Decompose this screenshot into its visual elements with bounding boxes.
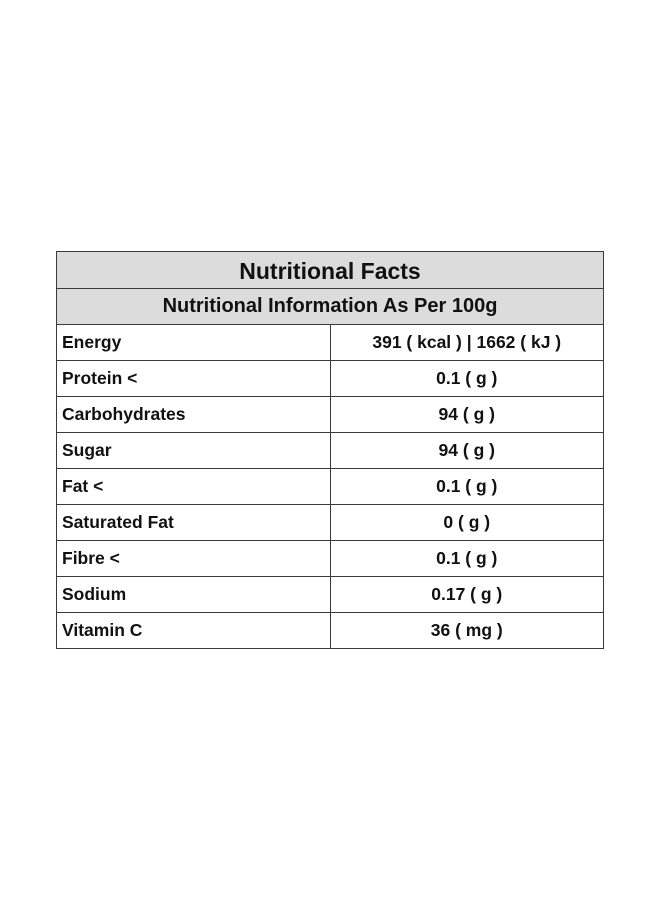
nutrient-value: 391 ( kcal ) | 1662 ( kJ ) (329, 324, 604, 361)
nutrient-value: 0.17 ( g ) (329, 576, 604, 613)
nutrient-value: 0 ( g ) (329, 504, 604, 541)
table-title: Nutritional Facts (56, 251, 604, 289)
nutrient-name: Fat < (56, 468, 331, 505)
nutrient-name: Protein < (56, 360, 331, 397)
nutrient-name: Sugar (56, 432, 331, 469)
table-row: Energy 391 ( kcal ) | 1662 ( kJ ) (56, 324, 604, 361)
title-row: Nutritional Facts (56, 251, 604, 289)
nutrient-name: Energy (56, 324, 331, 361)
table-row: Fat < 0.1 ( g ) (56, 468, 604, 505)
table-row: Vitamin C 36 ( mg ) (56, 612, 604, 649)
nutrient-name: Sodium (56, 576, 331, 613)
table-row: Sugar 94 ( g ) (56, 432, 604, 469)
nutrient-value: 94 ( g ) (329, 396, 604, 433)
nutrition-facts-table: Nutritional Facts Nutritional Informatio… (56, 251, 604, 649)
table-row: Carbohydrates 94 ( g ) (56, 396, 604, 433)
nutrient-value: 0.1 ( g ) (329, 540, 604, 577)
nutrient-value: 36 ( mg ) (329, 612, 604, 649)
subtitle-row: Nutritional Information As Per 100g (56, 288, 604, 325)
table-subtitle: Nutritional Information As Per 100g (56, 288, 604, 325)
nutrient-value: 0.1 ( g ) (329, 468, 604, 505)
table-row: Sodium 0.17 ( g ) (56, 576, 604, 613)
nutrient-value: 94 ( g ) (329, 432, 604, 469)
table-row: Protein < 0.1 ( g ) (56, 360, 604, 397)
nutrient-name: Vitamin C (56, 612, 331, 649)
nutrient-value: 0.1 ( g ) (329, 360, 604, 397)
nutrient-name: Carbohydrates (56, 396, 331, 433)
table-row: Fibre < 0.1 ( g ) (56, 540, 604, 577)
nutrient-name: Saturated Fat (56, 504, 331, 541)
table-row: Saturated Fat 0 ( g ) (56, 504, 604, 541)
nutrient-name: Fibre < (56, 540, 331, 577)
